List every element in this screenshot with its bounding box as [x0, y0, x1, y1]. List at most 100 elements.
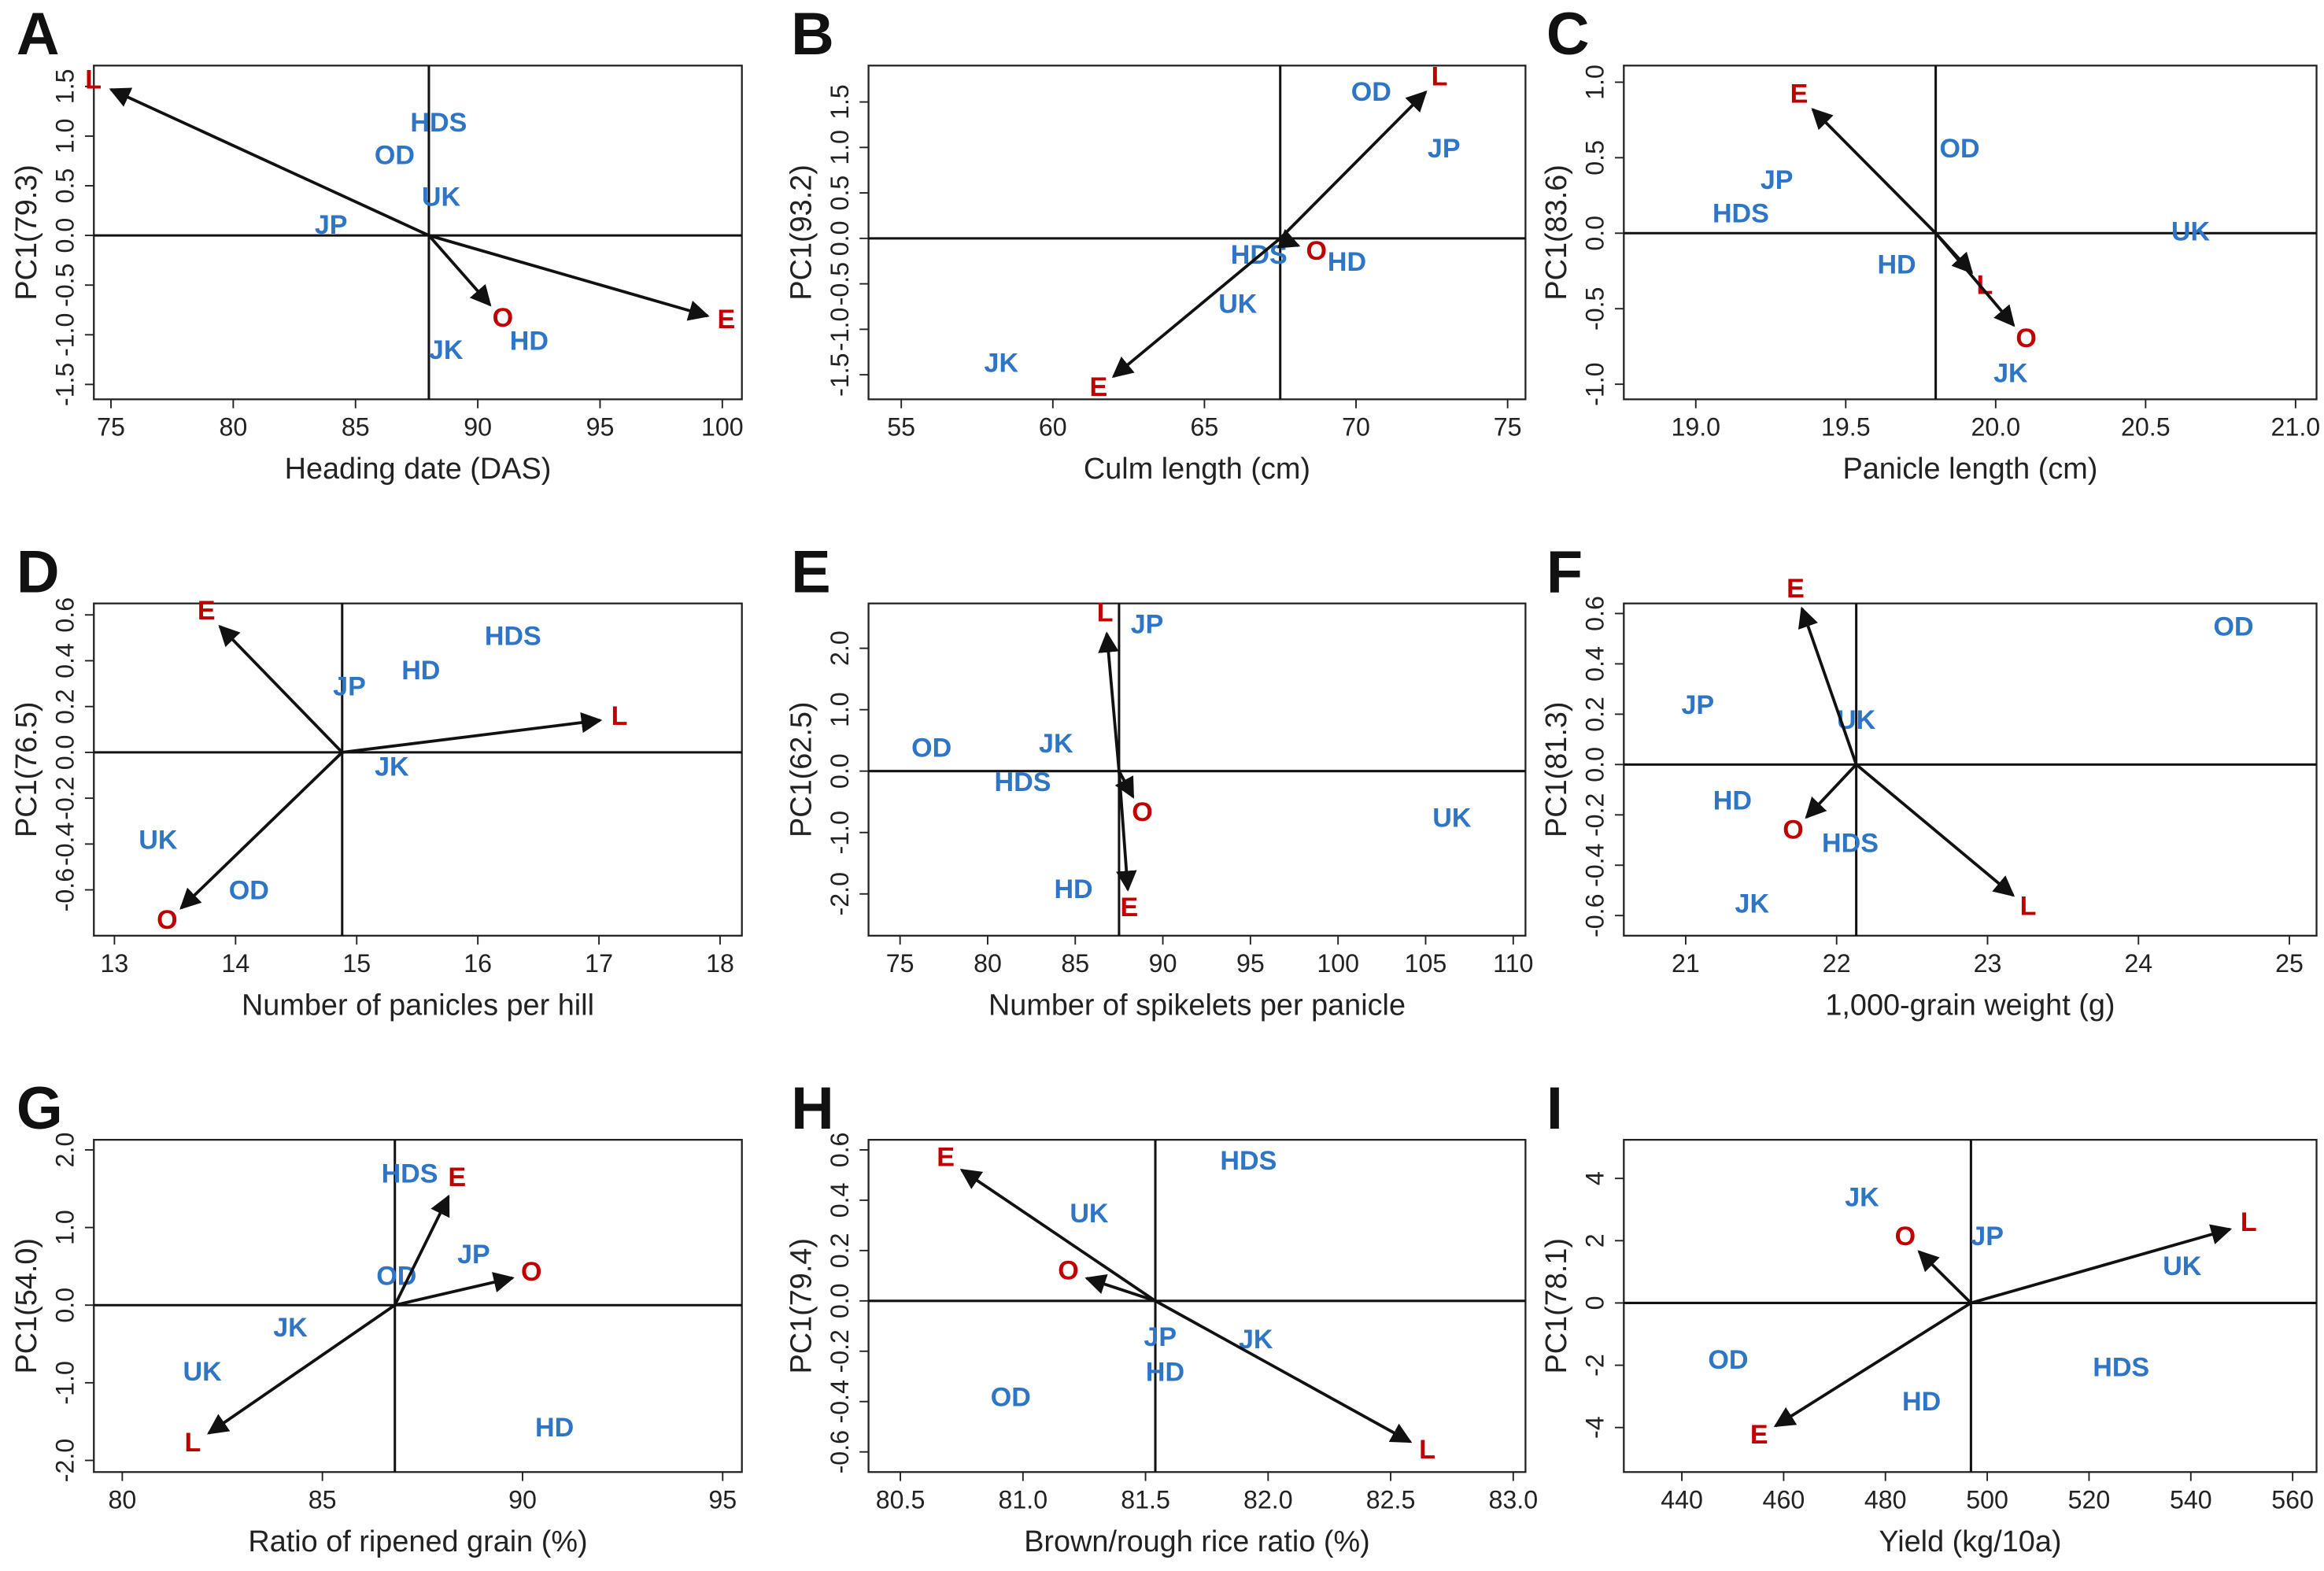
point-label: HDS [382, 1159, 438, 1189]
point-label: HD [1146, 1358, 1184, 1388]
panel: C 19.0 19.5 20.0 20.5 21.0 -1.0 -0.5 0.0 0.5 1.0 Pa… [1540, 1, 2320, 486]
point-label: UK [422, 182, 461, 212]
point-label: HDS [485, 621, 541, 651]
x-tick-label: 19.5 [1821, 413, 1871, 442]
y-tick-label: -0.6 [1581, 894, 1609, 937]
arrow [207, 1303, 396, 1435]
y-tick-label: 1.0 [826, 692, 854, 727]
x-tick-label: 25 [2275, 949, 2304, 978]
point-label: JP [1144, 1322, 1177, 1352]
x-tick-label: 20.0 [1971, 413, 2021, 442]
y-tick-label: -1.5 [826, 353, 854, 396]
x-tick-label: 55 [887, 413, 915, 442]
y-tick-label: -1.0 [51, 1361, 79, 1404]
x-tick-label: 100 [1317, 949, 1359, 978]
arrow [1934, 232, 2015, 327]
y-tick-label: 0.0 [51, 1288, 79, 1323]
x-tick-label: 80 [108, 1486, 136, 1514]
arrow-label: O [1132, 797, 1153, 827]
point-label: UK [2163, 1251, 2202, 1281]
y-tick-label: -1.5 [51, 363, 79, 406]
arrow [427, 234, 492, 307]
arrow [394, 1272, 515, 1307]
x-tick-label: 540 [2170, 1486, 2212, 1514]
y-tick-label: 0.0 [826, 1283, 854, 1318]
arrow-label: L [2241, 1207, 2257, 1237]
point-label: HDS [1822, 829, 1879, 859]
arrow-label: E [937, 1143, 955, 1173]
point-label: JK [429, 335, 464, 365]
arrow [1155, 1299, 1413, 1443]
x-axis-label: Heading date (DAS) [285, 453, 552, 486]
x-tick-label: 15 [342, 949, 371, 978]
y-tick-label: 0.0 [1581, 747, 1609, 782]
point-label: JP [1131, 610, 1164, 640]
arrow-label: L [85, 65, 102, 94]
y-tick-label: -0.6 [826, 1430, 854, 1473]
arrow-label: O [1058, 1255, 1079, 1285]
point-label: HDS [995, 767, 1051, 797]
y-tick-label: -2.0 [826, 872, 854, 915]
point-label: JK [1039, 729, 1073, 759]
point-label: JK [985, 348, 1019, 378]
point-label: HD [510, 326, 549, 356]
panel: H 80.5 81.0 81.5 82.0 82.5 83.0 -0.6 -0.4 -0.2 0.0… [785, 1075, 1538, 1558]
y-axis-label: PC1(54.0) [10, 1238, 43, 1373]
panel-letter: F [1546, 539, 1583, 606]
panel-letter: I [1546, 1075, 1563, 1142]
arrow-label: O [521, 1257, 542, 1287]
y-tick-label: -1.0 [826, 308, 854, 351]
arrow [1111, 237, 1281, 379]
x-tick-label: 85 [1061, 949, 1089, 978]
x-tick-label: 75 [886, 949, 914, 978]
x-axis-label: Panicle length (cm) [1842, 453, 2097, 486]
arrow-label: O [1306, 236, 1327, 266]
x-tick-label: 81.5 [1121, 1486, 1170, 1514]
x-tick-label: 19.0 [1671, 413, 1720, 442]
y-axis-label: PC1(83.6) [1540, 164, 1573, 300]
y-tick-label: 0.4 [1581, 646, 1609, 682]
arrow-label: L [2020, 891, 2037, 921]
y-tick-label: -0.5 [1581, 287, 1609, 331]
x-tick-label: 520 [2068, 1486, 2111, 1514]
x-tick-label: 95 [1236, 949, 1265, 978]
x-tick-label: 85 [309, 1486, 337, 1514]
point-label: UK [1218, 289, 1258, 319]
y-tick-label: -0.5 [826, 262, 854, 305]
x-tick-label: 90 [508, 1486, 537, 1514]
x-tick-label: 90 [1149, 949, 1177, 978]
arrow [342, 712, 603, 754]
y-tick-label: -0.4 [1581, 844, 1609, 887]
y-tick-label: 0.0 [51, 218, 79, 253]
arrow-label: E [1750, 1420, 1768, 1450]
x-tick-label: 18 [706, 949, 734, 978]
y-axis-label: PC1(93.2) [785, 164, 818, 300]
arrow-label: L [1977, 270, 1993, 300]
y-tick-label: -0.6 [51, 868, 79, 911]
x-tick-label: 90 [464, 413, 492, 442]
y-tick-label: -0.2 [1581, 793, 1609, 837]
arrow [218, 624, 344, 754]
x-tick-label: 480 [1864, 1486, 1907, 1514]
x-tick-label: 560 [2271, 1486, 2314, 1514]
x-tick-label: 460 [1763, 1486, 1805, 1514]
y-tick-label: 1.5 [51, 68, 79, 104]
y-tick-label: -1.0 [51, 313, 79, 357]
x-tick-label: 21.0 [2271, 413, 2321, 442]
x-tick-label: 23 [1974, 949, 2002, 978]
x-tick-label: 105 [1405, 949, 1447, 978]
x-tick-label: 17 [585, 949, 613, 978]
arrow [1917, 1250, 1972, 1304]
panel-letter: H [791, 1075, 834, 1142]
arrow-label: O [2015, 323, 2037, 353]
point-label: JK [375, 752, 409, 782]
panel: G 80 85 90 95 -2.0 -1.0 0.0 1.0 2.0 Ratio of ripen… [10, 1075, 743, 1558]
y-tick-label: 1.0 [1581, 65, 1609, 100]
x-tick-label: 21 [1672, 949, 1700, 978]
point-label: OD [1940, 134, 1980, 164]
y-axis-label: PC1(81.3) [1540, 702, 1573, 837]
x-tick-label: 500 [1966, 1486, 2008, 1514]
x-axis-label: Yield (kg/10a) [1879, 1525, 2061, 1558]
x-tick-label: 81.0 [999, 1486, 1048, 1514]
x-tick-label: 80.5 [876, 1486, 926, 1514]
